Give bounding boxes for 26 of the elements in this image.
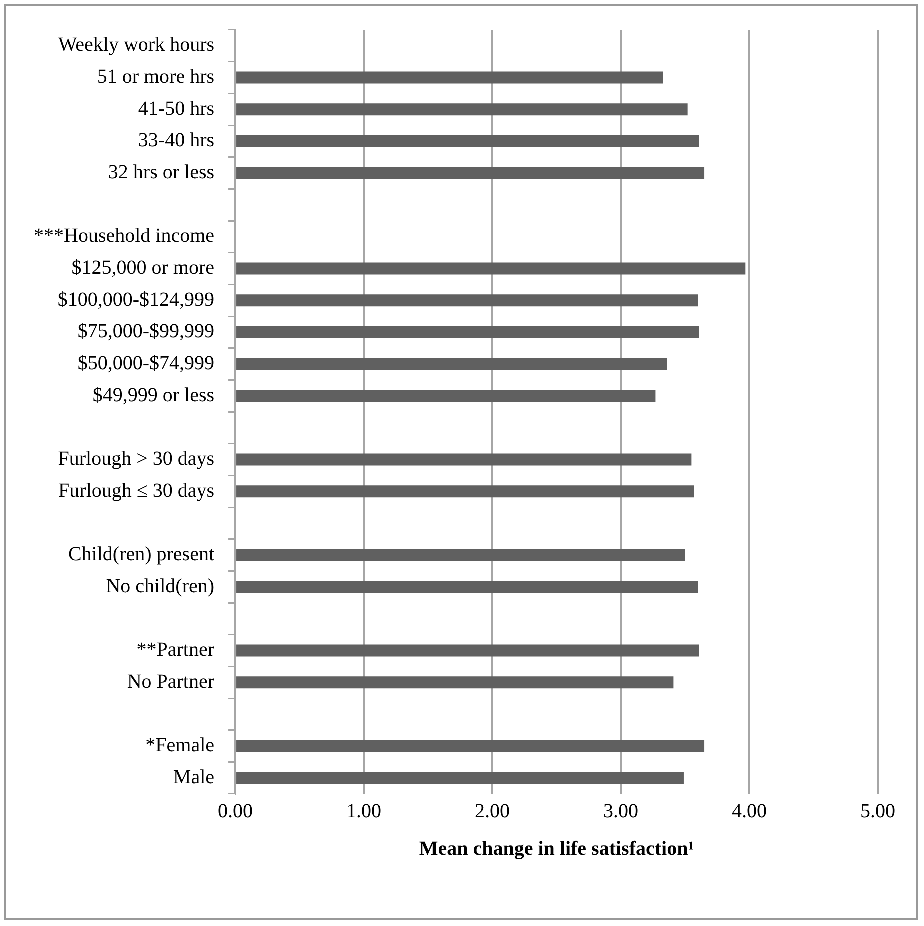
y-tick-label: $50,000-$74,999 <box>78 352 215 374</box>
y-tick-label: Child(ren) present <box>68 544 215 566</box>
y-tick-label: Furlough ≤ 30 days <box>58 480 215 502</box>
y-tick-label: $100,000-$124,999 <box>58 288 215 311</box>
y-tick-label: 33-40 hrs <box>138 130 215 152</box>
y-tick-label: $75,000-$99,999 <box>78 320 215 343</box>
x-axis-title: Mean change in life satisfaction¹ <box>419 838 694 860</box>
x-tick-label: 5.00 <box>860 800 896 822</box>
y-tick-label: $49,999 or less <box>92 384 215 406</box>
y-tick-label: Male <box>173 766 215 788</box>
y-tick-label: 51 or more hrs <box>97 66 215 88</box>
y-tick-label: 41-50 hrs <box>138 98 215 120</box>
y-tick-label: Weekly work hours <box>58 34 215 56</box>
x-tick-label: 1.00 <box>346 800 382 822</box>
x-tick-label: 3.00 <box>604 800 639 822</box>
y-tick-label: $125,000 or more <box>72 257 215 279</box>
x-tick-label: 0.00 <box>218 800 254 822</box>
y-tick-label: Furlough > 30 days <box>58 448 215 470</box>
y-tick-label: ***Household income <box>34 225 215 248</box>
y-tick-label: 32 hrs or less <box>108 162 215 184</box>
x-tick-label: 2.00 <box>475 800 510 822</box>
y-tick-label: *Female <box>146 734 215 756</box>
y-tick-label: No Partner <box>127 670 215 693</box>
y-tick-label: **Partner <box>136 639 215 661</box>
x-tick-label: 4.00 <box>732 800 768 822</box>
y-tick-label: No child(ren) <box>106 575 215 598</box>
